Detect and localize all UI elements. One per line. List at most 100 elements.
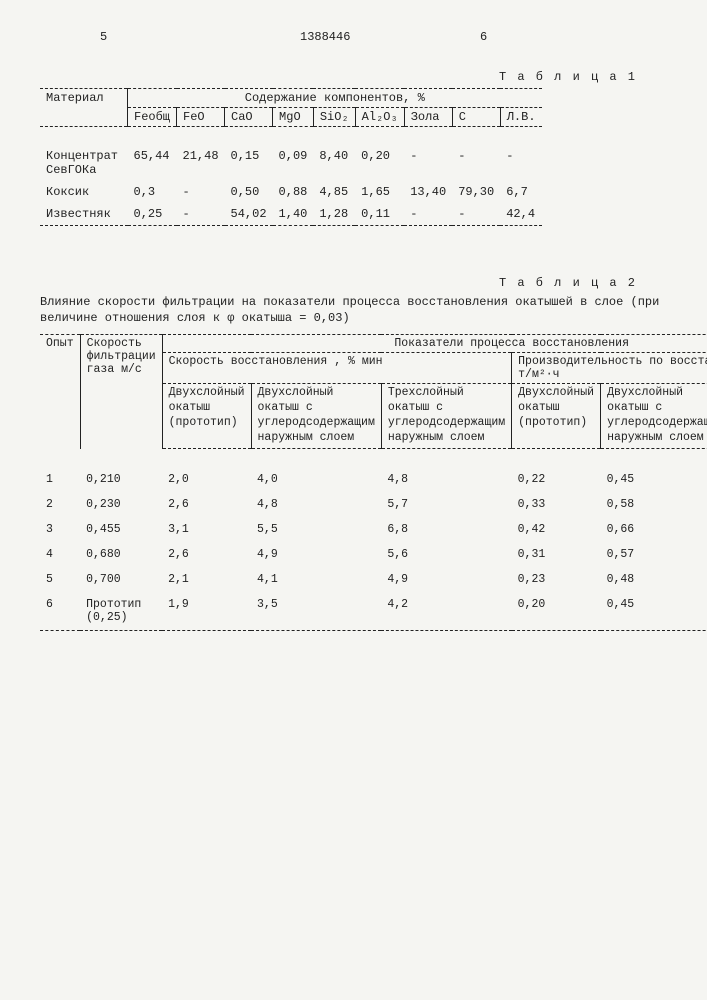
t1-cell: 0,09 — [273, 145, 314, 181]
t1-col: C — [452, 108, 500, 127]
table2: Опыт Скорость фильтрации газа м/с Показа… — [40, 334, 707, 631]
table-row: 2 0,230 2,6 4,8 5,7 0,33 0,58 0,71 — [40, 492, 707, 517]
t2-cell: 0,48 — [601, 567, 707, 592]
t2-cell: 0,45 — [601, 467, 707, 492]
table1-label: Т а б л и ц а 1 — [40, 70, 637, 84]
t1-cell: 0,3 — [128, 181, 177, 203]
t2-n: 4 — [40, 542, 80, 567]
t2-cell: 1,9 — [162, 592, 251, 631]
t1-material-header: Материал — [40, 89, 128, 127]
table-row: 6 Прототип (0,25) 1,9 3,5 4,2 0,20 0,45 … — [40, 592, 707, 631]
t1-cell: 0,15 — [225, 145, 273, 181]
t1-cell: - — [452, 203, 500, 226]
t2-cell: 4,0 — [251, 467, 381, 492]
t2-cell: 0,33 — [512, 492, 601, 517]
t2-cell: 0,58 — [601, 492, 707, 517]
t2-sp: 0,680 — [80, 542, 162, 567]
t2-cell: 4,8 — [381, 467, 511, 492]
t1-col: SiO₂ — [313, 108, 355, 127]
t1-material: Известняк — [40, 203, 128, 226]
t2-cell: 2,0 — [162, 467, 251, 492]
t2-cell: 2,6 — [162, 492, 251, 517]
page-col-left: 5 — [100, 30, 107, 44]
t1-cell: - — [404, 203, 452, 226]
t2-cell: 0,45 — [601, 592, 707, 631]
t1-material: Коксик — [40, 181, 128, 203]
t2-cell: 5,7 — [381, 492, 511, 517]
table2-caption: Влияние скорости фильтрации на показател… — [40, 294, 667, 326]
t2-sp: 0,700 — [80, 567, 162, 592]
t1-cell: 0,11 — [355, 203, 404, 226]
t1-cell: 1,40 — [273, 203, 314, 226]
t2-cell: 2,1 — [162, 567, 251, 592]
t2-n: 5 — [40, 567, 80, 592]
t2-n: 3 — [40, 517, 80, 542]
t1-cell: 0,50 — [225, 181, 273, 203]
t1-cell: - — [404, 145, 452, 181]
t1-cell: - — [452, 145, 500, 181]
t2-n: 1 — [40, 467, 80, 492]
t2-sp: 0,210 — [80, 467, 162, 492]
t1-cell: 1,65 — [355, 181, 404, 203]
t1-cell: - — [177, 203, 225, 226]
t1-col: Зола — [404, 108, 452, 127]
table-row: 4 0,680 2,6 4,9 5,6 0,31 0,57 0,74 — [40, 542, 707, 567]
table2-label: Т а б л и ц а 2 — [40, 276, 637, 290]
t1-cell: 21,48 — [177, 145, 225, 181]
t2-sp: 0,455 — [80, 517, 162, 542]
t1-cell: 65,44 — [128, 145, 177, 181]
t2-cell: 3,1 — [162, 517, 251, 542]
t2-cell: 4,8 — [251, 492, 381, 517]
t2-cell: 0,20 — [512, 592, 601, 631]
t2-cell: 5,6 — [381, 542, 511, 567]
t2-sp: Прототип (0,25) — [80, 592, 162, 631]
table1: Материал Содержание компонентов, % Feобщ… — [40, 88, 542, 226]
t2-group-header: Показатели процесса восстановления — [162, 335, 707, 353]
t2-cell: 4,2 — [381, 592, 511, 631]
table-row: 3 0,455 3,1 5,5 6,8 0,42 0,66 0,86 — [40, 517, 707, 542]
t2-sp: 0,230 — [80, 492, 162, 517]
t2-cell: 0,66 — [601, 517, 707, 542]
t1-cell: 54,02 — [225, 203, 273, 226]
t1-cell: - — [500, 145, 541, 181]
t2-subcol: Двухслойный окатыш с углеродсодержащим н… — [251, 384, 381, 449]
t2-cell: 5,5 — [251, 517, 381, 542]
t2-subgroup2: Производительность по восстановленному п… — [512, 353, 707, 384]
t2-cell: 4,9 — [381, 567, 511, 592]
table-row: Известняк 0,25 - 54,02 1,40 1,28 0,11 - … — [40, 203, 542, 226]
t2-cell: 4,1 — [251, 567, 381, 592]
t2-n: 6 — [40, 592, 80, 631]
table-row: Концентрат СевГОКа 65,44 21,48 0,15 0,09… — [40, 145, 542, 181]
t1-material: Концентрат СевГОКа — [40, 145, 128, 181]
t1-cell: 1,28 — [313, 203, 355, 226]
t1-col: Feобщ — [128, 108, 177, 127]
t1-cell: 4,85 — [313, 181, 355, 203]
t1-cell: 8,40 — [313, 145, 355, 181]
t2-n: 2 — [40, 492, 80, 517]
t1-col: MgO — [273, 108, 314, 127]
t2-cell: 6,8 — [381, 517, 511, 542]
t2-subcol: Двухслойный окатыш (прототип) — [512, 384, 601, 449]
t2-cell: 0,57 — [601, 542, 707, 567]
t1-cell: 6,7 — [500, 181, 541, 203]
t1-cell: - — [177, 181, 225, 203]
t2-cell: 4,9 — [251, 542, 381, 567]
t1-cell: 79,30 — [452, 181, 500, 203]
t1-col: FeO — [177, 108, 225, 127]
t1-cell: 13,40 — [404, 181, 452, 203]
table-row: Коксик 0,3 - 0,50 0,88 4,85 1,65 13,40 7… — [40, 181, 542, 203]
t1-cell: 0,20 — [355, 145, 404, 181]
t2-cell: 0,31 — [512, 542, 601, 567]
t1-col: CaO — [225, 108, 273, 127]
t2-subgroup1: Скорость восстановления , % мин — [162, 353, 512, 384]
t1-cell: 0,88 — [273, 181, 314, 203]
t2-cell: 2,6 — [162, 542, 251, 567]
t2-cell: 0,42 — [512, 517, 601, 542]
table-row: 1 0,210 2,0 4,0 4,8 0,22 0,45 0,54 — [40, 467, 707, 492]
t2-colB: Скорость фильтрации газа м/с — [80, 335, 162, 449]
t1-span-header: Содержание компонентов, % — [128, 89, 542, 108]
t2-subcol: Двухслойный окатыш (прототип) — [162, 384, 251, 449]
t2-cell: 0,22 — [512, 467, 601, 492]
t1-cell: 42,4 — [500, 203, 541, 226]
table-row: 5 0,700 2,1 4,1 4,9 0,23 0,48 0,56 — [40, 567, 707, 592]
